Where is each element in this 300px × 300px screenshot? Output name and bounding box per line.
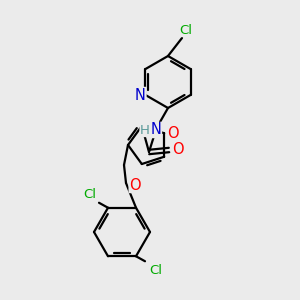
Text: N: N (151, 122, 161, 137)
Text: O: O (167, 126, 179, 141)
Text: H: H (140, 124, 150, 136)
Text: O: O (172, 142, 184, 158)
Text: N: N (135, 88, 146, 103)
Text: Cl: Cl (83, 188, 97, 201)
Text: O: O (129, 178, 141, 193)
Text: Cl: Cl (149, 264, 163, 277)
Text: Cl: Cl (179, 23, 193, 37)
